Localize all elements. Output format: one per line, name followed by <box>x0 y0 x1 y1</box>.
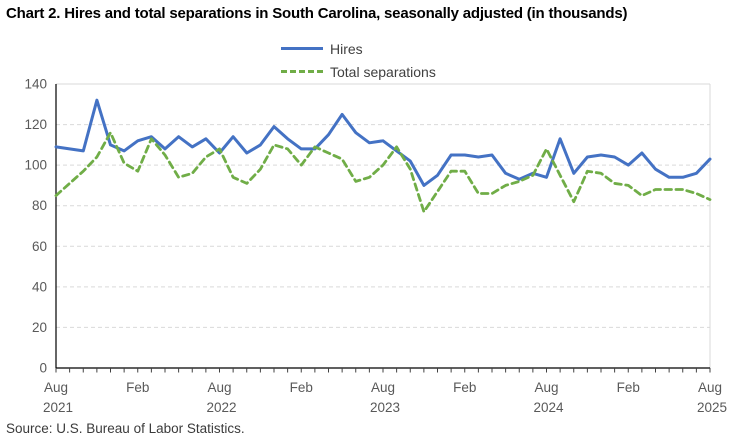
total-separations-line <box>54 131 712 214</box>
x-tick-label-month: Feb <box>290 380 313 395</box>
y-tick-label: 100 <box>24 158 47 173</box>
x-tick-label-month: Aug <box>44 380 68 395</box>
x-tick-label-year: 2024 <box>533 400 564 415</box>
legend-item-hires: Hires <box>281 37 436 60</box>
x-tick-label-month: Feb <box>126 380 149 395</box>
hires-line-swatch-icon <box>281 47 323 50</box>
x-tick-label-month: Aug <box>207 380 231 395</box>
legend-label-total-separations: Total separations <box>330 63 436 80</box>
x-tick-label-month: Aug <box>371 380 395 395</box>
legend-label-hires: Hires <box>330 40 363 57</box>
y-tick-label: 60 <box>32 239 47 254</box>
y-tick-label: 40 <box>32 279 47 294</box>
chart-title: Chart 2. Hires and total separations in … <box>6 5 628 22</box>
x-tick-label-month: Feb <box>453 380 476 395</box>
x-tick-label-year: 2021 <box>43 400 73 415</box>
chart-legend: Hires Total separations <box>281 37 436 83</box>
legend-item-total-separations: Total separations <box>281 60 436 83</box>
x-tick-label-year: 2022 <box>206 400 236 415</box>
x-tick-label-month: Aug <box>534 380 558 395</box>
x-tick-label-month: Feb <box>617 380 640 395</box>
y-tick-label: 20 <box>32 320 47 335</box>
x-tick-label-month: Aug <box>698 380 722 395</box>
separations-line-swatch-icon <box>281 70 323 73</box>
y-tick-label: 140 <box>24 77 47 92</box>
hires-line <box>54 98 712 187</box>
x-tick-label-year: 2023 <box>370 400 400 415</box>
source-note: Source: U.S. Bureau of Labor Statistics. <box>6 421 245 436</box>
y-tick-label: 120 <box>24 117 47 132</box>
x-tick-label-year: 2025 <box>697 400 727 415</box>
y-tick-label: 0 <box>39 361 47 376</box>
y-tick-label: 80 <box>32 198 47 213</box>
